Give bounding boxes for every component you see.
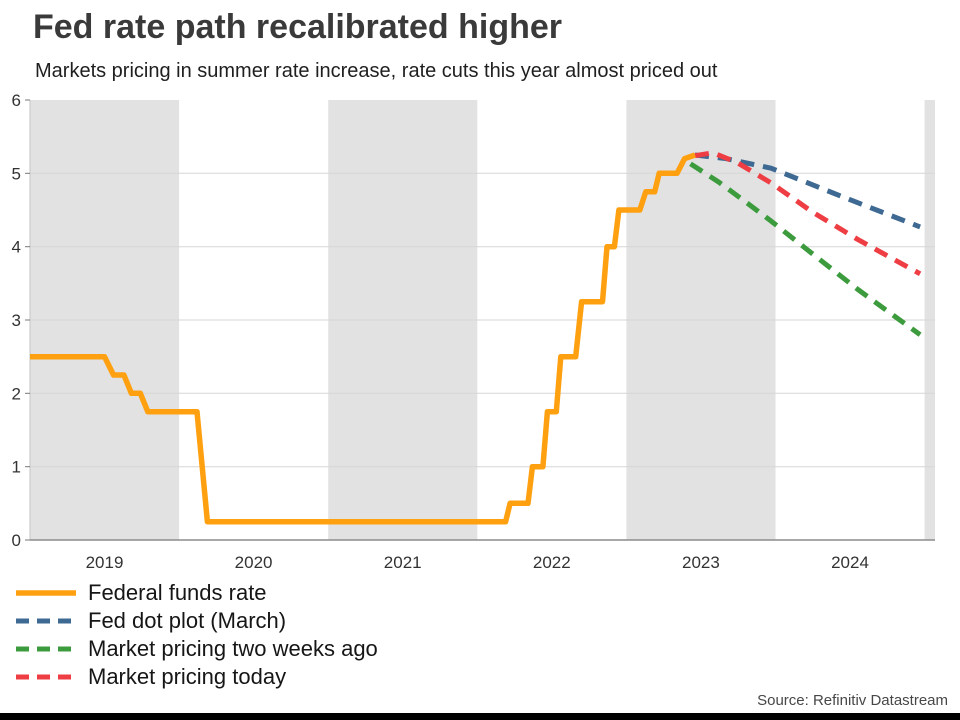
legend-label: Fed dot plot (March) <box>88 608 287 633</box>
gridlines <box>30 172 935 468</box>
chart-legend: Federal funds rate Fed dot plot (March) … <box>14 579 378 691</box>
series-lines <box>30 150 922 525</box>
series-line-fed-dot-plot-march- <box>694 152 922 230</box>
legend-item-market-pricing-two-weeks-ago: Market pricing two weeks ago <box>14 635 378 663</box>
series-line-market-pricing-two-weeks-ago <box>689 161 922 337</box>
legend-item-federal-funds-rate: Federal funds rate <box>14 579 378 607</box>
legend-swatch-0 <box>16 590 76 596</box>
x-tick-label: 2024 <box>831 553 869 572</box>
legend-label: Market pricing two weeks ago <box>88 636 378 661</box>
legend-swatch-1 <box>16 618 76 624</box>
y-tick-label: 6 <box>12 91 21 110</box>
x-axis: 2019 2020 2021 2022 2023 2024 <box>86 553 869 572</box>
legend-label: Market pricing today <box>88 664 287 689</box>
y-tick-label: 1 <box>12 458 21 477</box>
legend-swatch-2 <box>16 646 76 652</box>
y-tick-label: 4 <box>12 238 21 257</box>
series-line-federal-funds-rate <box>30 152 696 525</box>
legend-item-market-pricing-today: Market pricing today <box>14 663 378 691</box>
y-axis: 0 1 2 3 4 5 6 <box>12 91 30 550</box>
x-tick-label: 2019 <box>86 553 124 572</box>
y-tick-label: 3 <box>12 311 21 330</box>
page-subtitle: Markets pricing in summer rate increase,… <box>35 60 718 82</box>
legend-item-fed-dot-plot: Fed dot plot (March) <box>14 607 378 635</box>
y-tick-label: 0 <box>12 531 21 550</box>
y-tick-label: 2 <box>12 384 21 403</box>
legend-swatch-3 <box>16 674 76 680</box>
x-tick-label: 2022 <box>533 553 571 572</box>
fed-rate-line-chart: 0 1 2 3 4 5 6 2019 2020 2021 2022 2023 2024 <box>12 91 935 572</box>
x-tick-label: 2021 <box>384 553 422 572</box>
legend-label: Federal funds rate <box>88 580 267 605</box>
y-tick-label: 5 <box>12 164 21 183</box>
page-title: Fed rate path recalibrated higher <box>33 8 563 46</box>
x-tick-label: 2020 <box>235 553 273 572</box>
bottom-bar <box>0 713 960 720</box>
source-label: Source: Refinitiv Datastream <box>757 692 948 709</box>
x-tick-label: 2023 <box>682 553 720 572</box>
